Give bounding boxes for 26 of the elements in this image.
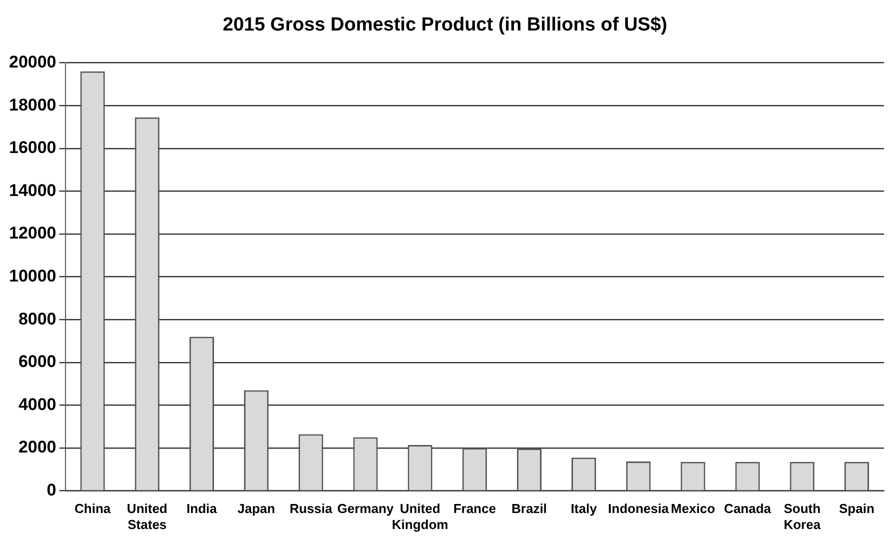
y-tick-label: 0 xyxy=(46,480,56,500)
x-tick-label: Spain xyxy=(839,501,874,516)
y-tick-label: 12000 xyxy=(8,224,56,243)
y-tick-label: 8000 xyxy=(18,309,56,328)
x-tick-label: France xyxy=(453,501,496,516)
y-tick-label: 14000 xyxy=(8,180,56,200)
x-tick-label: Italy xyxy=(570,501,598,516)
x-tick-label: Japan xyxy=(238,501,276,516)
x-tick-label: United States xyxy=(126,501,168,532)
x-tick-label: South Korea xyxy=(784,501,822,532)
y-tick-label: 18000 xyxy=(8,95,56,114)
x-tick-label: Indonesia xyxy=(608,501,670,516)
x-tick-label: Mexico xyxy=(670,501,716,516)
x-tick-label: India xyxy=(186,501,218,516)
y-tick-label: 2000 xyxy=(18,438,56,457)
y-tick-label: 4000 xyxy=(18,394,56,414)
y-tick-label: 16000 xyxy=(8,138,56,158)
x-tick-label: Russia xyxy=(290,501,333,516)
x-tick-label: Germany xyxy=(337,501,394,516)
y-tick-label: 20000 xyxy=(8,52,56,72)
y-tick-label: 10000 xyxy=(8,266,56,286)
x-tick-label: Brazil xyxy=(512,501,547,516)
y-tick-label: 6000 xyxy=(18,352,56,372)
chart-title: 2015 Gross Domestic Product (in Billions of US$) xyxy=(222,14,668,36)
x-tick-label: China xyxy=(74,501,112,516)
x-tick-label: Canada xyxy=(724,501,772,516)
